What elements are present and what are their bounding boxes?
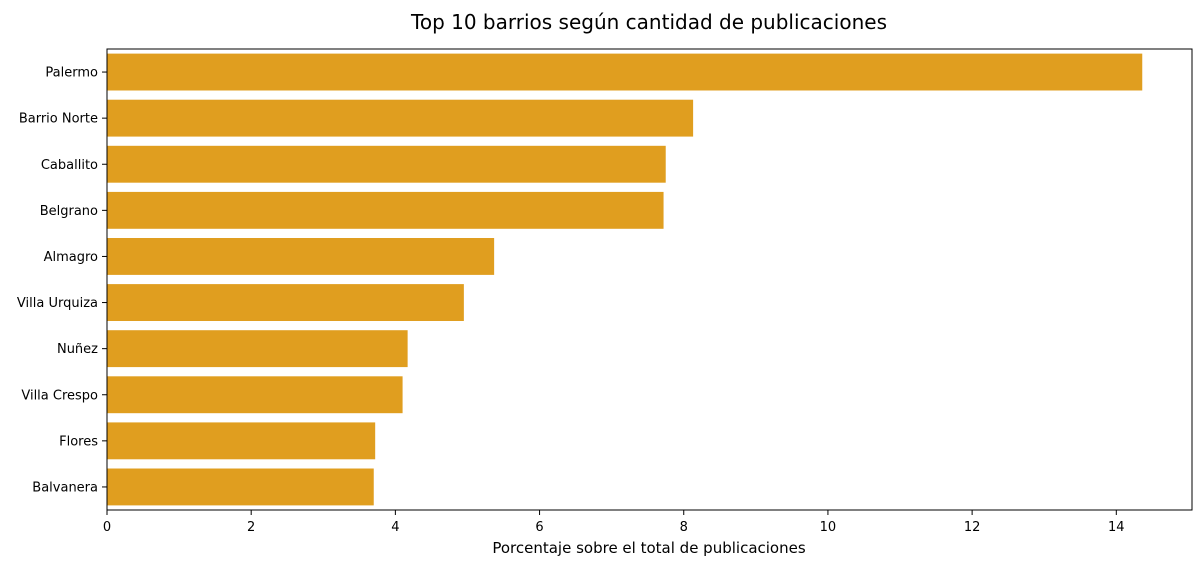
x-tick-label: 4	[391, 520, 399, 535]
bar-barrio-norte	[107, 100, 693, 137]
y-tick-label: Nuñez	[57, 342, 98, 357]
x-tick-label: 14	[1108, 520, 1125, 535]
y-tick-label: Barrio Norte	[19, 112, 98, 127]
bar-caballito	[107, 146, 666, 183]
bar-villa-crespo	[107, 376, 403, 413]
chart-title: Top 10 barrios según cantidad de publica…	[410, 10, 887, 34]
bar-balvanera	[107, 469, 374, 506]
y-tick-label: Caballito	[41, 158, 98, 173]
y-tick-label: Palermo	[45, 66, 98, 81]
y-tick-label: Belgrano	[40, 204, 98, 219]
x-tick-label: 2	[247, 520, 255, 535]
bar-belgrano	[107, 192, 664, 229]
y-tick-label: Balvanera	[32, 480, 98, 495]
bar-villa-urquiza	[107, 284, 464, 321]
bar-palermo	[107, 54, 1142, 91]
x-tick-label: 8	[680, 520, 688, 535]
x-tick-label: 10	[820, 520, 837, 535]
x-tick-label: 0	[103, 520, 111, 535]
y-tick-label: Villa Crespo	[21, 388, 98, 403]
bar-nuñez	[107, 330, 408, 367]
bar-flores	[107, 422, 375, 459]
y-tick-label: Almagro	[44, 250, 98, 265]
x-tick-label: 6	[535, 520, 543, 535]
y-tick-label: Flores	[59, 434, 98, 449]
bar-almagro	[107, 238, 494, 275]
x-axis-label: Porcentaje sobre el total de publicacion…	[492, 539, 805, 557]
x-tick-label: 12	[964, 520, 981, 535]
y-tick-label: Villa Urquiza	[17, 296, 98, 311]
